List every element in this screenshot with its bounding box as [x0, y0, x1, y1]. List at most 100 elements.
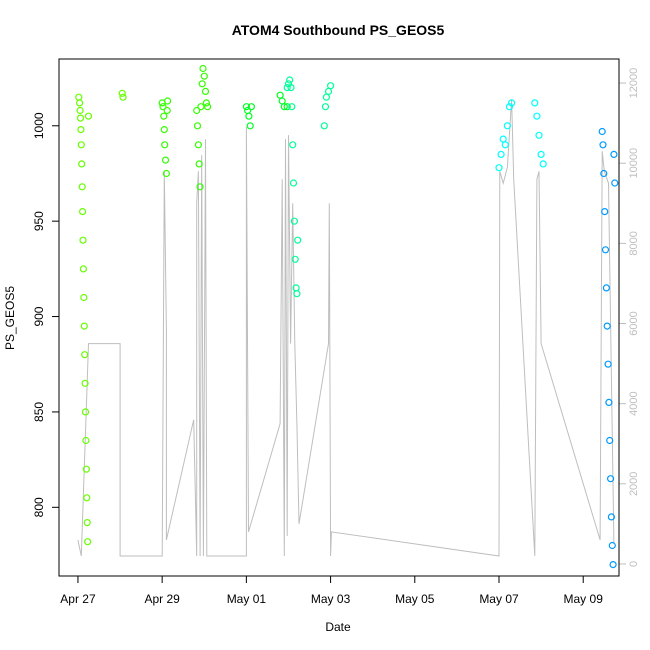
data-point: [83, 494, 91, 502]
data-point: [164, 97, 172, 105]
data-point: [77, 141, 85, 149]
y2-tick-label: 12000: [628, 68, 640, 99]
data-point: [602, 284, 611, 292]
y2-tick-label: 0: [628, 561, 640, 567]
data-point: [84, 112, 93, 120]
x-tick-label: Apr 27: [60, 592, 96, 606]
data-point: [608, 541, 616, 550]
data-point: [609, 560, 617, 569]
data-point: [202, 99, 210, 107]
y-tick-label: 950: [32, 211, 46, 231]
y-tick-label: 1000: [32, 112, 46, 139]
data-point: [80, 293, 88, 302]
y2-tick-label: 10000: [628, 148, 640, 179]
data-point: [79, 236, 87, 244]
altitude-line: [77, 99, 615, 557]
data-point: [537, 150, 545, 158]
data-point: [611, 179, 619, 187]
data-point: [81, 351, 89, 359]
data-point: [159, 103, 167, 111]
data-point: [320, 122, 328, 130]
data-point: [81, 408, 90, 416]
data-point: [199, 64, 207, 73]
data-point: [246, 122, 254, 130]
data-point: [76, 106, 84, 115]
data-point: [78, 183, 86, 191]
data-point: [195, 160, 203, 168]
y-axis-label: PS_GEOS5: [3, 286, 17, 350]
data-point: [283, 83, 291, 92]
plot-frame: [58, 58, 620, 577]
data-point: [160, 126, 168, 134]
data-point: [283, 103, 291, 111]
data-point: [200, 72, 208, 80]
data-point: [601, 208, 609, 216]
ps-geos5-series: [75, 64, 619, 569]
data-point: [497, 150, 505, 158]
data-point: [193, 106, 201, 115]
data-point: [501, 141, 509, 149]
data-point: [539, 160, 547, 168]
data-point: [83, 518, 91, 527]
data-point: [287, 83, 295, 92]
data-point: [327, 82, 335, 90]
y-tick-label: 900: [32, 306, 46, 326]
data-point: [607, 513, 616, 521]
data-point: [598, 127, 606, 136]
data-point: [119, 93, 127, 101]
data-point: [533, 112, 541, 120]
chart-title: ATOM4 Southbound PS_GEOS5: [232, 22, 445, 38]
y2-tick-label: 4000: [628, 391, 640, 415]
data-point: [78, 208, 87, 216]
data-point: [242, 103, 250, 111]
data-point: [600, 169, 608, 178]
data-point: [606, 475, 615, 483]
y2-tick-label: 8000: [628, 231, 640, 255]
data-point: [531, 99, 539, 107]
data-point: [194, 141, 202, 149]
data-point: [82, 436, 90, 445]
data-point: [535, 131, 543, 139]
data-point: [289, 141, 297, 149]
data-point: [505, 103, 514, 111]
x-tick-label: May 01: [227, 592, 267, 606]
data-point: [604, 360, 612, 368]
y2-tick-label: 2000: [628, 472, 640, 496]
data-point: [163, 106, 171, 115]
data-point: [289, 179, 298, 187]
x-tick-label: Apr 29: [144, 592, 180, 606]
altitude-series: [77, 99, 615, 557]
data-point: [294, 236, 302, 244]
data-point: [603, 322, 611, 330]
data-point: [82, 465, 91, 473]
data-point: [288, 103, 296, 111]
data-point: [495, 164, 503, 172]
data-point: [80, 322, 88, 330]
data-point: [81, 379, 89, 387]
data-point: [79, 265, 88, 273]
x-tick-label: May 07: [479, 592, 519, 606]
data-point: [77, 126, 85, 134]
x-tick-label: May 03: [311, 592, 351, 606]
data-point: [293, 290, 301, 298]
data-point: [83, 538, 92, 546]
data-point: [161, 141, 169, 149]
data-point: [76, 114, 85, 122]
x-axis-label: Date: [325, 620, 351, 634]
data-point: [508, 99, 516, 107]
data-point: [75, 99, 84, 107]
data-point: [291, 255, 299, 263]
data-point: [204, 103, 212, 111]
data-point: [606, 436, 614, 445]
data-point: [605, 398, 613, 406]
data-point: [321, 103, 330, 111]
data-point: [280, 103, 288, 111]
data-point: [599, 141, 607, 149]
x-tick-label: May 09: [564, 592, 604, 606]
data-point: [201, 87, 210, 96]
y-tick-label: 800: [32, 497, 46, 517]
data-point: [197, 103, 205, 111]
data-point: [503, 122, 511, 130]
